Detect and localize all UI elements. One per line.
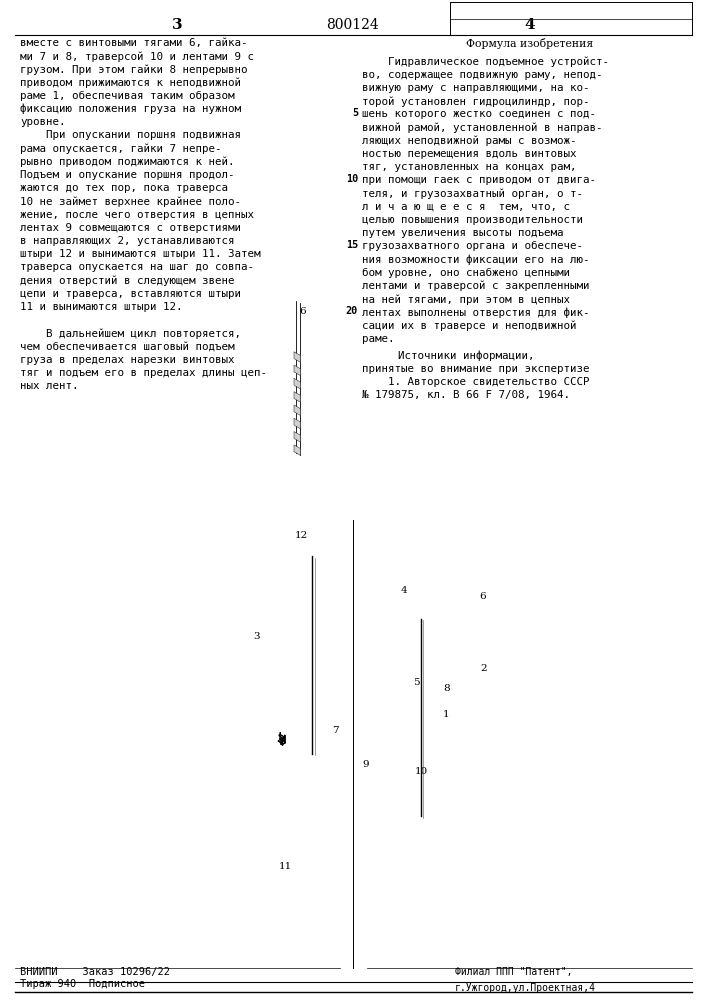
Text: бом уровне, оно снабжено цепными: бом уровне, оно снабжено цепными xyxy=(362,268,570,278)
Text: 6: 6 xyxy=(299,307,305,316)
Text: теля, и грузозахватный орган, о т-: теля, и грузозахватный орган, о т- xyxy=(362,188,583,199)
Text: вместе с винтовыми тягами 6, гайка-: вместе с винтовыми тягами 6, гайка- xyxy=(20,38,247,48)
Text: вижной рамой, установленной в направ-: вижной рамой, установленной в направ- xyxy=(362,122,602,133)
Text: чем обеспечивается шаговый подъем: чем обеспечивается шаговый подъем xyxy=(20,342,235,352)
Text: Формула изобретения: Формула изобретения xyxy=(467,38,594,49)
Text: 20: 20 xyxy=(346,306,358,316)
Polygon shape xyxy=(278,741,284,744)
Text: рывно приводом поджимаются к ней.: рывно приводом поджимаются к ней. xyxy=(20,157,235,167)
Text: 2: 2 xyxy=(481,664,487,673)
Text: торой установлен гидроцилиндр, пор-: торой установлен гидроцилиндр, пор- xyxy=(362,96,590,107)
Polygon shape xyxy=(294,418,300,429)
Text: ляющих неподвижной рамы с возмож-: ляющих неподвижной рамы с возмож- xyxy=(362,136,576,146)
Polygon shape xyxy=(281,735,285,738)
Text: сации их в траверсе и неподвижной: сации их в траверсе и неподвижной xyxy=(362,320,576,331)
Text: рама опускается, гайки 7 непре-: рама опускается, гайки 7 непре- xyxy=(20,144,221,154)
Polygon shape xyxy=(294,392,300,402)
Text: жаются до тех пор, пока траверса: жаются до тех пор, пока траверса xyxy=(20,183,228,193)
Text: Подъем и опускание поршня продол-: Подъем и опускание поршня продол- xyxy=(20,170,235,180)
Text: целью повышения производительности: целью повышения производительности xyxy=(362,215,583,225)
Text: ностью перемещения вдоль винтовых: ностью перемещения вдоль винтовых xyxy=(362,149,576,159)
Text: 800124: 800124 xyxy=(327,18,380,32)
Text: приводом прижимаются к неподвижной: приводом прижимаются к неподвижной xyxy=(20,78,241,88)
Text: Источники информации,: Источники информации, xyxy=(372,351,534,361)
Polygon shape xyxy=(278,740,285,744)
Text: № 179875, кл. В 66 F 7/08, 1964.: № 179875, кл. В 66 F 7/08, 1964. xyxy=(362,390,570,400)
Text: ния возможности фиксации его на лю-: ния возможности фиксации его на лю- xyxy=(362,254,590,265)
Text: вижную раму с направляющими, на ко-: вижную раму с направляющими, на ко- xyxy=(362,83,590,93)
Polygon shape xyxy=(284,737,285,739)
Text: шень которого жестко соединен с под-: шень которого жестко соединен с под- xyxy=(362,109,596,119)
Polygon shape xyxy=(294,432,300,442)
Text: штыри 12 и вынимаются штыри 11. Затем: штыри 12 и вынимаются штыри 11. Затем xyxy=(20,249,260,259)
Text: 1: 1 xyxy=(443,710,450,719)
Text: дения отверстий в следующем звене: дения отверстий в следующем звене xyxy=(20,276,235,286)
Text: 10: 10 xyxy=(346,174,358,184)
Polygon shape xyxy=(281,738,284,740)
Text: В дальнейшем цикл повторяется,: В дальнейшем цикл повторяется, xyxy=(20,328,241,339)
Text: груза в пределах нарезки винтовых: груза в пределах нарезки винтовых xyxy=(20,355,235,365)
Text: 12: 12 xyxy=(295,531,308,540)
Text: тяг, установленных на концах рам,: тяг, установленных на концах рам, xyxy=(362,162,576,172)
Text: лентах выполнены отверстия для фик-: лентах выполнены отверстия для фик- xyxy=(362,307,590,318)
Polygon shape xyxy=(284,743,285,744)
Text: раме.: раме. xyxy=(362,334,395,344)
Polygon shape xyxy=(279,738,284,740)
Text: 10 не займет верхнее крайнее поло-: 10 не займет верхнее крайнее поло- xyxy=(20,196,241,207)
Text: раме 1, обеспечивая таким образом: раме 1, обеспечивая таким образом xyxy=(20,91,235,101)
Text: 4: 4 xyxy=(525,18,535,32)
Text: грузом. При этом гайки 8 непрерывно: грузом. При этом гайки 8 непрерывно xyxy=(20,64,247,75)
Text: 4: 4 xyxy=(401,586,407,595)
Text: жение, после чего отверстия в цепных: жение, после чего отверстия в цепных xyxy=(20,210,254,220)
Text: 7: 7 xyxy=(332,726,339,735)
Text: при помощи гаек с приводом от двига-: при помощи гаек с приводом от двига- xyxy=(362,175,596,185)
Text: 11: 11 xyxy=(279,862,292,871)
Text: грузозахватного органа и обеспече-: грузозахватного органа и обеспече- xyxy=(362,241,583,251)
Text: в направляющих 2, устанавливаются: в направляющих 2, устанавливаются xyxy=(20,236,235,246)
Polygon shape xyxy=(294,365,300,376)
Text: тяг и подъем его в пределах длины цеп-: тяг и подъем его в пределах длины цеп- xyxy=(20,368,267,378)
Text: 1. Авторское свидетельство СССР: 1. Авторское свидетельство СССР xyxy=(362,377,590,387)
Text: 10: 10 xyxy=(414,767,428,776)
Text: уровне.: уровне. xyxy=(20,117,66,127)
Polygon shape xyxy=(294,445,300,455)
Text: 3: 3 xyxy=(172,18,182,32)
Text: Филиал ППП "Патент",: Филиал ППП "Патент", xyxy=(455,967,573,977)
Text: Гидравлическое подъемное устройст-: Гидравлическое подъемное устройст- xyxy=(362,56,609,67)
Polygon shape xyxy=(280,740,285,743)
Polygon shape xyxy=(281,744,283,745)
Text: л и ч а ю щ е е с я  тем, что, с: л и ч а ю щ е е с я тем, что, с xyxy=(362,202,570,212)
Text: лентах 9 совмещаются с отверстиями: лентах 9 совмещаются с отверстиями xyxy=(20,223,241,233)
Text: путем увеличения высоты подъема: путем увеличения высоты подъема xyxy=(362,228,563,238)
Text: При опускании поршня подвижная: При опускании поршня подвижная xyxy=(20,130,241,140)
Text: ных лент.: ных лент. xyxy=(20,381,78,391)
Text: Тираж 940  Подписное: Тираж 940 Подписное xyxy=(20,979,145,989)
Text: принятые во внимание при экспертизе: принятые во внимание при экспертизе xyxy=(362,364,590,374)
Polygon shape xyxy=(294,352,300,362)
Text: 15: 15 xyxy=(346,240,358,250)
Text: 8: 8 xyxy=(443,684,450,693)
Text: 6: 6 xyxy=(479,592,486,601)
Polygon shape xyxy=(279,735,285,738)
Text: на ней тягами, при этом в цепных: на ней тягами, при этом в цепных xyxy=(362,294,570,305)
Text: цепи и траверса, вставляются штыри: цепи и траверса, вставляются штыри xyxy=(20,289,241,299)
Text: во, содержащее подвижную раму, непод-: во, содержащее подвижную раму, непод- xyxy=(362,70,602,80)
Text: ми 7 и 8, траверсой 10 и лентами 9 с: ми 7 и 8, траверсой 10 и лентами 9 с xyxy=(20,51,254,62)
Text: 5: 5 xyxy=(414,678,420,687)
Polygon shape xyxy=(294,378,300,389)
Text: 5: 5 xyxy=(352,108,358,118)
Text: 11 и вынимаются штыри 12.: 11 и вынимаются штыри 12. xyxy=(20,302,182,312)
Polygon shape xyxy=(294,405,300,416)
Text: г.Ужгород,ул.Проектная,4: г.Ужгород,ул.Проектная,4 xyxy=(455,983,596,993)
Text: 9: 9 xyxy=(362,760,368,769)
Text: ВНИИПИ    Заказ 10296/22: ВНИИПИ Заказ 10296/22 xyxy=(20,967,170,977)
Text: траверса опускается на шаг до совпа-: траверса опускается на шаг до совпа- xyxy=(20,262,254,272)
Text: фиксацию положения груза на нужном: фиксацию положения груза на нужном xyxy=(20,104,241,114)
Polygon shape xyxy=(281,744,283,745)
Text: лентами и траверсой с закрепленными: лентами и траверсой с закрепленными xyxy=(362,281,590,291)
Text: 3: 3 xyxy=(253,632,260,641)
